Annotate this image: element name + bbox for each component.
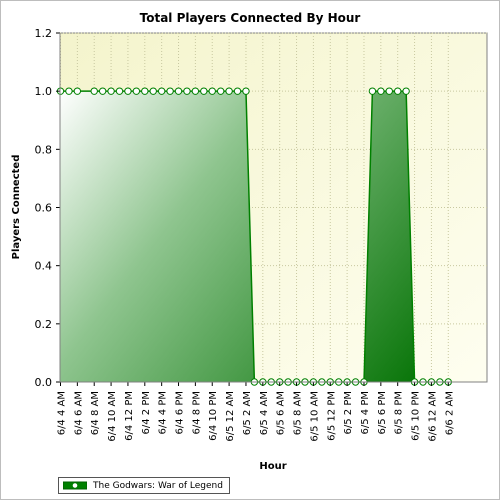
x-tick-label: 6/4 2 PM: [141, 391, 152, 434]
data-point: [107, 87, 115, 95]
data-point: [98, 87, 107, 95]
y-tick-label: 1.0: [35, 85, 53, 98]
x-tick-label: 6/4 12 PM: [124, 391, 135, 441]
y-axis-label: Players Connected: [11, 155, 22, 260]
x-tick-label: 6/4 4 PM: [158, 391, 169, 434]
x-tick-label: 6/5 4 AM: [259, 391, 270, 435]
data-point: [115, 87, 124, 95]
data-point: [200, 87, 208, 95]
y-tick-label: 0.4: [35, 260, 53, 273]
x-tick-label: 6/4 8 PM: [191, 391, 202, 434]
x-tick-label: 6/6 12 AM: [427, 391, 438, 442]
data-point: [385, 87, 393, 95]
data-point: [377, 87, 385, 95]
data-point: [225, 87, 233, 95]
legend-swatch: [62, 481, 88, 490]
y-tick-label: 0.2: [35, 318, 53, 331]
x-tick-label: 6/5 8 AM: [293, 391, 304, 435]
x-tick-label: 6/5 12 AM: [225, 391, 236, 442]
data-point: [191, 87, 200, 95]
data-point: [157, 87, 166, 95]
x-tick-label: 6/4 8 AM: [90, 391, 101, 435]
data-point: [216, 87, 225, 95]
y-tick-label: 0.0: [35, 376, 53, 389]
data-point: [174, 87, 183, 95]
data-point: [368, 87, 377, 95]
x-tick-label: 6/5 2 AM: [242, 391, 253, 435]
data-point: [73, 87, 82, 95]
y-tick-label: 0.8: [35, 143, 53, 156]
data-point: [124, 87, 132, 95]
data-point: [394, 87, 402, 95]
y-tick-label: 1.2: [35, 27, 53, 40]
data-point: [402, 87, 410, 95]
x-tick-label: 6/5 10 AM: [309, 391, 320, 442]
legend: The Godwars: War of Legend: [58, 477, 230, 494]
series-area-fill: [60, 91, 449, 383]
data-point: [233, 87, 242, 95]
x-tick-label: 6/5 12 PM: [326, 391, 337, 441]
data-point: [141, 87, 149, 95]
axes: 0.0 0.2 0.4 0.6 0.8 1.0 1.2 6/4 4 AM 6/4 6 AM 6/4…: [35, 27, 487, 442]
x-tick-label: 6/4 4 AM: [57, 391, 68, 435]
x-tick-label: 6/5 10 PM: [411, 391, 422, 441]
data-point: [208, 87, 216, 95]
x-tick-label: 6/4 10 AM: [107, 391, 118, 442]
data-point: [132, 87, 141, 95]
data-point: [65, 87, 73, 95]
legend-label: The Godwars: War of Legend: [93, 480, 223, 491]
data-point: [149, 87, 157, 95]
x-tick-label: 6/5 8 PM: [394, 391, 405, 434]
x-tick-label: 6/5 4 PM: [360, 391, 371, 434]
data-point: [242, 87, 250, 95]
x-tick-label: 6/4 10 PM: [208, 391, 219, 441]
x-tick-label: 6/5 6 AM: [276, 391, 287, 435]
chart-title: Total Players Connected By Hour: [140, 11, 361, 25]
y-tick-label: 0.6: [35, 202, 53, 215]
data-point: [166, 87, 174, 95]
x-tick-label: 6/5 6 PM: [377, 391, 388, 434]
x-tick-label: 6/6 2 AM: [444, 391, 455, 435]
data-point: [183, 87, 191, 95]
data-point: [90, 87, 98, 95]
x-tick-label: 6/5 2 PM: [343, 391, 354, 434]
x-tick-label: 6/4 6 AM: [73, 391, 84, 435]
x-axis-label: Hour: [259, 461, 286, 472]
x-tick-label: 6/4 6 PM: [175, 391, 186, 434]
